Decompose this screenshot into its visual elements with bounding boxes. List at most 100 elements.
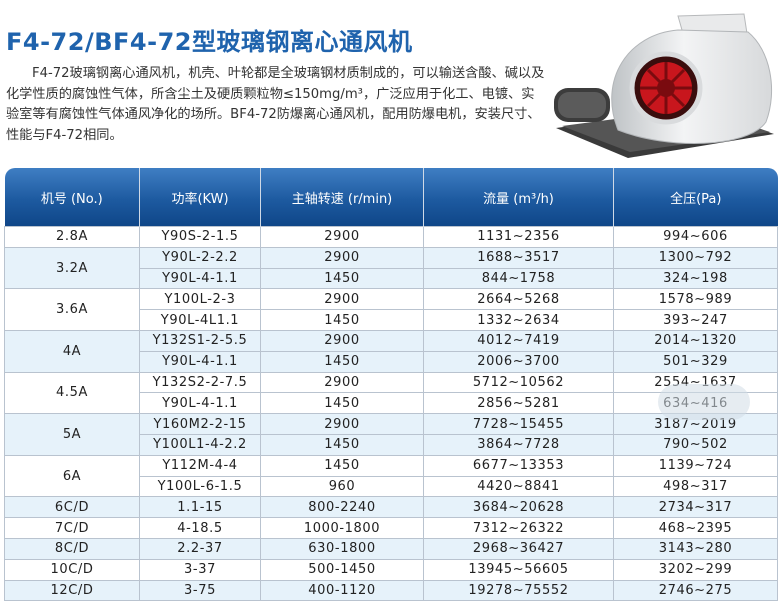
scroll-overlay[interactable] <box>658 384 750 420</box>
cell-speed: 1000-1800 <box>260 517 424 539</box>
cell-flow: 19278~75552 <box>423 579 614 601</box>
table-row: 10C/D 3-37 500-1450 13945~56605 3202~299 <box>4 558 778 581</box>
cell-flow: 1688~3517 <box>423 246 614 269</box>
cell-pressure: 324~198 <box>613 267 778 290</box>
cell-power: 1.1-15 <box>139 496 261 519</box>
cell-flow: 6677~13353 <box>423 454 614 477</box>
header-speed: 主轴转速 (r/min) <box>260 168 424 227</box>
header-model-no: 机号 (No.) <box>4 168 140 227</box>
cell-power: Y90L-4-1.1 <box>139 267 261 290</box>
cell-flow: 3684~20628 <box>423 496 614 519</box>
table-row: 7C/D 4-18.5 1000-1800 7312~26322 468~2395 <box>4 517 778 539</box>
cell-flow: 2664~5268 <box>423 288 614 311</box>
header-pressure: 全压(Pa) <box>613 168 778 227</box>
cell-power: Y90L-4-1.1 <box>139 392 261 415</box>
cell-pressure: 2746~275 <box>613 579 778 601</box>
cell-pressure: 790~502 <box>613 433 778 456</box>
table-row: Y100L-6-1.5 960 4420~8841 498~317 <box>5 475 778 498</box>
cell-power: 3-37 <box>139 558 261 581</box>
description-text: F4-72玻璃钢离心通风机，机壳、叶轮都是全玻璃钢材质制成的，可以输送含酸、碱以… <box>6 66 545 143</box>
fan-image <box>554 13 774 158</box>
cell-model-no: 4A <box>4 329 140 373</box>
table-row: 3.6A Y100L-2-3 2900 2664~5268 1578~989 <box>4 288 778 331</box>
cell-speed: 2900 <box>260 413 424 435</box>
table-row: 5A Y160M2-2-15 2900 7728~15455 3187~2019 <box>4 413 778 456</box>
cell-power: Y90S-2-1.5 <box>139 226 261 248</box>
cell-power: Y90L-4L1.1 <box>139 309 261 331</box>
cell-model-no: 6C/D <box>4 496 140 519</box>
table-row: 6C/D 1.1-15 800-2240 3684~20628 2734~317 <box>4 496 778 519</box>
cell-power: 4-18.5 <box>139 517 261 539</box>
cell-power: Y100L-2-3 <box>139 288 261 311</box>
cell-pressure: 393~247 <box>613 309 778 331</box>
spec-table-container: 机号 (No.) 功率(KW) 主轴转速 (r/min) 流量 (m³/h) 全… <box>4 168 778 601</box>
cell-flow: 2968~36427 <box>423 537 614 560</box>
cell-flow: 7312~26322 <box>423 517 614 539</box>
product-description: F4-72玻璃钢离心通风机，机壳、叶轮都是全玻璃钢材质制成的，可以输送含酸、碱以… <box>6 64 546 146</box>
cell-power: Y160M2-2-15 <box>139 413 261 435</box>
table-row: 4.5A Y132S2-2-7.5 2900 5712~10562 2554~1637 <box>4 371 778 415</box>
cell-speed: 2900 <box>260 246 424 269</box>
cell-flow: 13945~56605 <box>423 558 614 581</box>
table-row: 12C/D 3-75 400-1120 19278~75552 2746~275 <box>4 579 778 601</box>
cell-pressure: 3143~280 <box>613 537 778 560</box>
cell-speed: 960 <box>260 475 424 498</box>
cell-flow: 844~1758 <box>423 267 614 290</box>
cell-power: Y132S2-2-7.5 <box>139 371 261 394</box>
cell-pressure: 468~2395 <box>613 517 778 539</box>
cell-speed: 1450 <box>260 350 424 373</box>
cell-power: 3-75 <box>139 579 261 601</box>
cell-flow: 1131~2356 <box>423 226 614 248</box>
cell-model-no: 10C/D <box>4 558 140 581</box>
cell-power: Y90L-4-1.1 <box>139 350 261 373</box>
cell-speed: 800-2240 <box>260 496 424 519</box>
header-flow: 流量 (m³/h) <box>423 168 614 227</box>
cell-flow: 5712~10562 <box>423 371 614 394</box>
page-title: F4-72/BF4-72型玻璃钢离心通风机 <box>6 28 413 56</box>
cell-speed: 1450 <box>260 309 424 331</box>
cell-speed: 2900 <box>260 288 424 311</box>
cell-model-no: 2.8A <box>4 226 140 248</box>
cell-speed: 1450 <box>260 454 424 477</box>
cell-pressure: 2734~317 <box>613 496 778 519</box>
cell-model-no: 8C/D <box>4 537 140 560</box>
cell-power: 2.2-37 <box>139 537 261 560</box>
cell-pressure: 498~317 <box>613 475 778 498</box>
cell-speed: 1450 <box>260 267 424 290</box>
cell-pressure: 1300~792 <box>613 246 778 269</box>
cell-flow: 4420~8841 <box>423 475 614 498</box>
table-row: Y90L-4L1.1 1450 1332~2634 393~247 <box>5 309 778 331</box>
cell-model-no: 12C/D <box>4 579 140 601</box>
table-row: 3.2A Y90L-2-2.2 2900 1688~3517 1300~792 <box>4 246 778 290</box>
cell-speed: 1450 <box>260 433 424 456</box>
cell-pressure: 3202~299 <box>613 558 778 581</box>
cell-pressure: 1578~989 <box>613 288 778 311</box>
cell-speed: 1450 <box>260 392 424 415</box>
cell-model-no: 3.6A <box>4 288 140 331</box>
cell-model-no: 4.5A <box>4 371 140 415</box>
cell-pressure: 501~329 <box>613 350 778 373</box>
cell-power: Y100L-6-1.5 <box>139 475 261 498</box>
cell-power: Y100L1-4-2.2 <box>139 433 261 456</box>
cell-model-no: 5A <box>4 413 140 456</box>
table-row: 4A Y132S1-2-5.5 2900 4012~7419 2014~1320 <box>4 329 778 373</box>
cell-speed: 400-1120 <box>260 579 424 601</box>
cell-speed: 630-1800 <box>260 537 424 560</box>
cell-model-no: 7C/D <box>4 517 140 539</box>
cell-speed: 500-1450 <box>260 558 424 581</box>
cell-flow: 1332~2634 <box>423 309 614 331</box>
cell-flow: 3864~7728 <box>423 433 614 456</box>
cell-flow: 4012~7419 <box>423 329 614 352</box>
cell-flow: 7728~15455 <box>423 413 614 435</box>
table-row: Y90L-4-1.1 1450 844~1758 324~198 <box>5 267 778 290</box>
cell-pressure: 994~606 <box>613 226 778 248</box>
table-body: 2.8A Y90S-2-1.5 2900 1131~2356 994~606 3.2A Y9… <box>4 226 778 601</box>
cell-power: Y90L-2-2.2 <box>139 246 261 269</box>
cell-pressure: 1139~724 <box>613 454 778 477</box>
cell-power: Y132S1-2-5.5 <box>139 329 261 352</box>
cell-speed: 2900 <box>260 329 424 352</box>
header-power: 功率(KW) <box>139 168 261 227</box>
table-row: 6A Y112M-4-4 1450 6677~13353 1139~724 <box>4 454 778 498</box>
cell-speed: 2900 <box>260 226 424 248</box>
cell-flow: 2856~5281 <box>423 392 614 415</box>
